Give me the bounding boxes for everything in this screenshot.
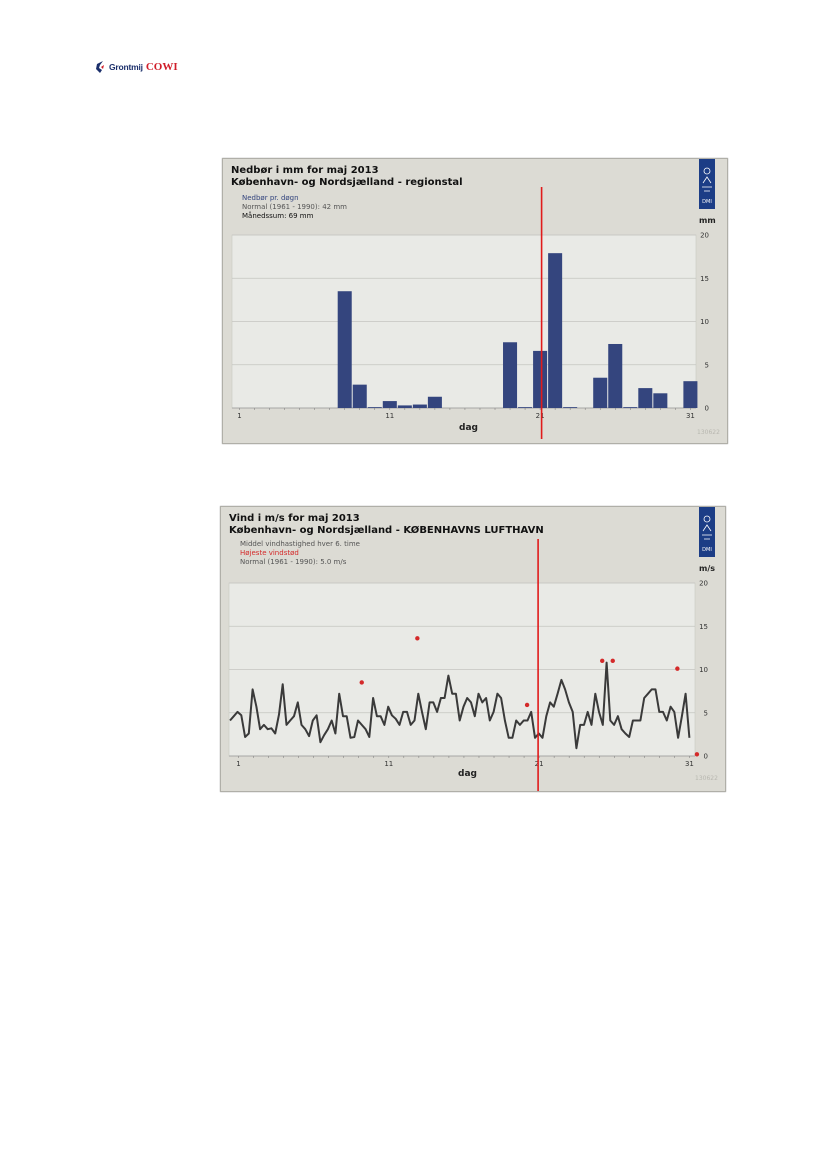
x-tick-label: 11 [385,412,394,420]
bar-day-27 [623,407,638,408]
data-stamp: 130622 [697,429,720,436]
svg-text:DMI: DMI [702,547,712,553]
bar-day-10 [367,407,382,408]
precipitation-chart-panel: Nedbør i mm for maj 2013 København- og N… [222,158,728,444]
bar-day-29 [653,393,668,408]
svg-text:DMI: DMI [702,199,712,205]
chart-subtitle: København- og Nordsjælland - regionstal [231,177,463,188]
y-tick-label: 0 [704,753,708,761]
x-tick-label: 21 [536,412,545,420]
y-tick-label: 5 [704,709,708,717]
y-axis-label: m/s [699,564,716,573]
dmi-logo-icon: DMI [699,159,715,209]
logo-text-cowi: COWI [145,61,178,73]
y-tick-label: 10 [699,666,708,674]
x-tick-label: 21 [535,760,544,768]
gust-point-5 [610,658,615,664]
y-tick-label: 0 [705,405,709,413]
bar-day-11 [382,401,397,408]
gust-point-3 [524,702,530,708]
company-logo: Grontmij COWI [94,58,178,76]
gust-point-1 [359,680,364,685]
x-tick-label: 11 [384,760,393,768]
x-tick-label: 31 [686,412,695,420]
gust-point-4 [600,658,605,664]
bar-day-13 [412,404,427,408]
chart-title: Nedbør i mm for maj 2013 [231,165,379,176]
bar-day-31 [683,381,698,408]
y-tick-label: 20 [699,580,708,588]
legend-item-gust: Højeste vindstød [240,549,299,557]
gust-point-7 [694,752,700,757]
wind-chart-panel: Vind i m/s for maj 2013 København- og No… [220,506,726,792]
legend-item-normal: Normal (1961 - 1990): 5.0 m/s [240,558,347,566]
logo-text-grontmij: Grontmij [109,62,143,72]
x-tick-label: 1 [237,412,241,420]
bar-day-19 [503,342,518,408]
y-tick-label: 15 [699,623,708,631]
y-tick-label: 5 [705,361,709,369]
legend-item-daily-precip: Nedbør pr. døgn [242,194,299,202]
chart-title: Vind i m/s for maj 2013 [229,513,360,524]
legend-item-monthly-sum: Månedssum: 69 mm [242,212,314,220]
y-tick-label: 20 [700,232,709,240]
bar-day-14 [427,396,442,408]
legend-item-mean-wind: Middel vindhastighed hver 6. time [240,540,360,548]
y-tick-label: 15 [700,275,709,283]
legend-item-normal: Normal (1961 - 1990): 42 mm [242,203,347,211]
y-axis-label: mm [699,216,716,225]
bar-day-20 [518,407,533,408]
chart-subtitle: København- og Nordsjælland - KØBENHAVNS … [229,525,544,536]
y-tick-label: 10 [700,318,709,326]
bar-day-23 [563,407,578,408]
bar-day-9 [352,384,367,408]
bar-day-12 [397,405,412,408]
dmi-logo-icon: DMI [699,507,715,557]
gust-point-6 [675,666,680,671]
bar-day-26 [608,343,623,408]
x-axis-label: dag [458,769,477,779]
x-axis-label: dag [459,423,478,433]
x-tick-label: 1 [236,760,240,768]
gust-point-2 [415,636,420,641]
series-line-mean-wind [229,661,691,750]
bar-day-22 [548,253,563,408]
x-tick-label: 31 [685,760,694,768]
data-stamp: 130622 [695,775,718,782]
bar-day-28 [638,388,653,408]
grontmij-logo-icon [96,61,104,73]
bar-day-8 [337,291,352,408]
bar-day-21 [533,350,548,408]
bar-day-25 [593,377,608,408]
